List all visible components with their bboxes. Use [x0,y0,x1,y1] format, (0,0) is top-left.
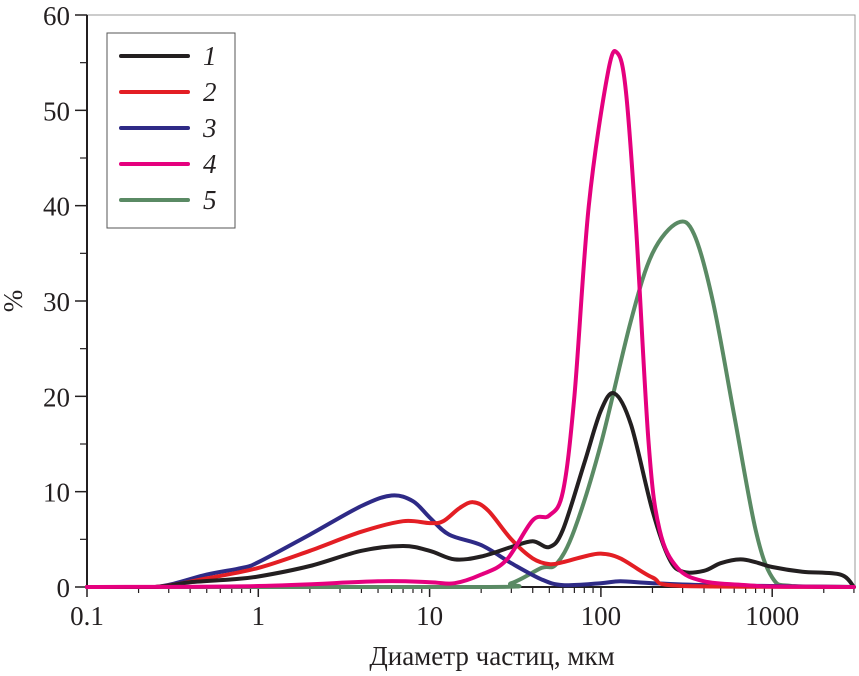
y-tick-label: 20 [43,382,70,412]
x-tick-label: 1000 [745,601,799,631]
x-tick-label: 0.1 [70,601,104,631]
legend-label-2: 2 [203,77,217,107]
y-tick-label: 30 [43,287,70,317]
legend: 1 2 3 4 5 [106,32,236,229]
legend-label-5: 5 [203,185,217,215]
x-tick-label: 100 [581,601,622,631]
legend-label-4: 4 [203,149,217,179]
y-tick-label: 10 [43,478,70,508]
series-2-line [85,500,856,590]
y-tick-label: 50 [43,96,70,126]
y-tick-label: 40 [43,192,70,222]
series-4-line [85,49,856,589]
legend-label-3: 3 [202,113,217,143]
y-tick-label: 0 [57,573,71,603]
x-tick-label: 10 [416,601,443,631]
x-axis-label: Диаметр частиц, мкм [369,641,614,671]
x-tick-label: 1 [252,601,266,631]
series-1-line [85,391,856,590]
y-tick-label: 60 [43,1,70,31]
series-5-line [85,219,856,590]
legend-label-1: 1 [203,41,217,71]
y-axis-label: % [0,290,28,313]
legend-box [106,32,236,229]
series-3-line [85,493,856,590]
